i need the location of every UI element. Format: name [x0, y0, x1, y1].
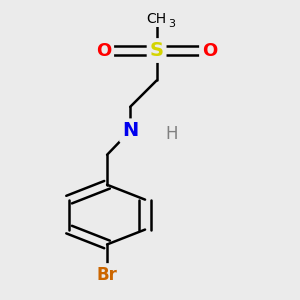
- Text: O: O: [202, 41, 217, 59]
- Text: H: H: [165, 125, 178, 143]
- Text: N: N: [122, 121, 138, 140]
- Text: S: S: [150, 41, 164, 60]
- Text: 3: 3: [168, 19, 175, 29]
- Text: CH: CH: [146, 12, 167, 26]
- Text: Br: Br: [97, 266, 118, 284]
- Text: O: O: [96, 41, 111, 59]
